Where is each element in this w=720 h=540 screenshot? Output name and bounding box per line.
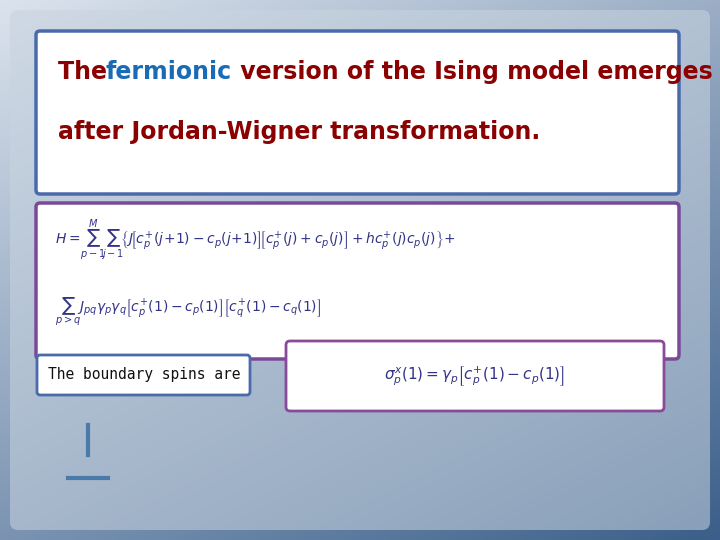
- Text: The boundary spins are: The boundary spins are: [48, 368, 240, 382]
- Text: The: The: [58, 60, 115, 84]
- FancyBboxPatch shape: [10, 10, 710, 530]
- FancyBboxPatch shape: [36, 31, 679, 194]
- Text: fermionic: fermionic: [105, 60, 231, 84]
- Text: $H = \!\sum_{p-1}^{M}\!\sum_{j-1} \!\left\{ J\!\left[c_p^{\!+\!}(j\!+\!1) - c_p(: $H = \!\sum_{p-1}^{M}\!\sum_{j-1} \!\lef…: [55, 217, 456, 263]
- FancyBboxPatch shape: [36, 203, 679, 359]
- Text: after Jordan-Wigner transformation.: after Jordan-Wigner transformation.: [58, 120, 540, 144]
- FancyBboxPatch shape: [37, 355, 250, 395]
- Text: $\sum_{p>q} J_{pq}\gamma_p\gamma_q \left[c_p^{+}(1) - c_p(1)\right]\left[c_q^{+}: $\sum_{p>q} J_{pq}\gamma_p\gamma_q \left…: [55, 295, 321, 328]
- FancyBboxPatch shape: [286, 341, 664, 411]
- Text: version of the Ising model emerges: version of the Ising model emerges: [232, 60, 713, 84]
- Text: $\sigma_p^x(1) = \gamma_p \left[c_p^{+}(1) - c_p(1)\right]$: $\sigma_p^x(1) = \gamma_p \left[c_p^{+}(…: [384, 364, 566, 388]
